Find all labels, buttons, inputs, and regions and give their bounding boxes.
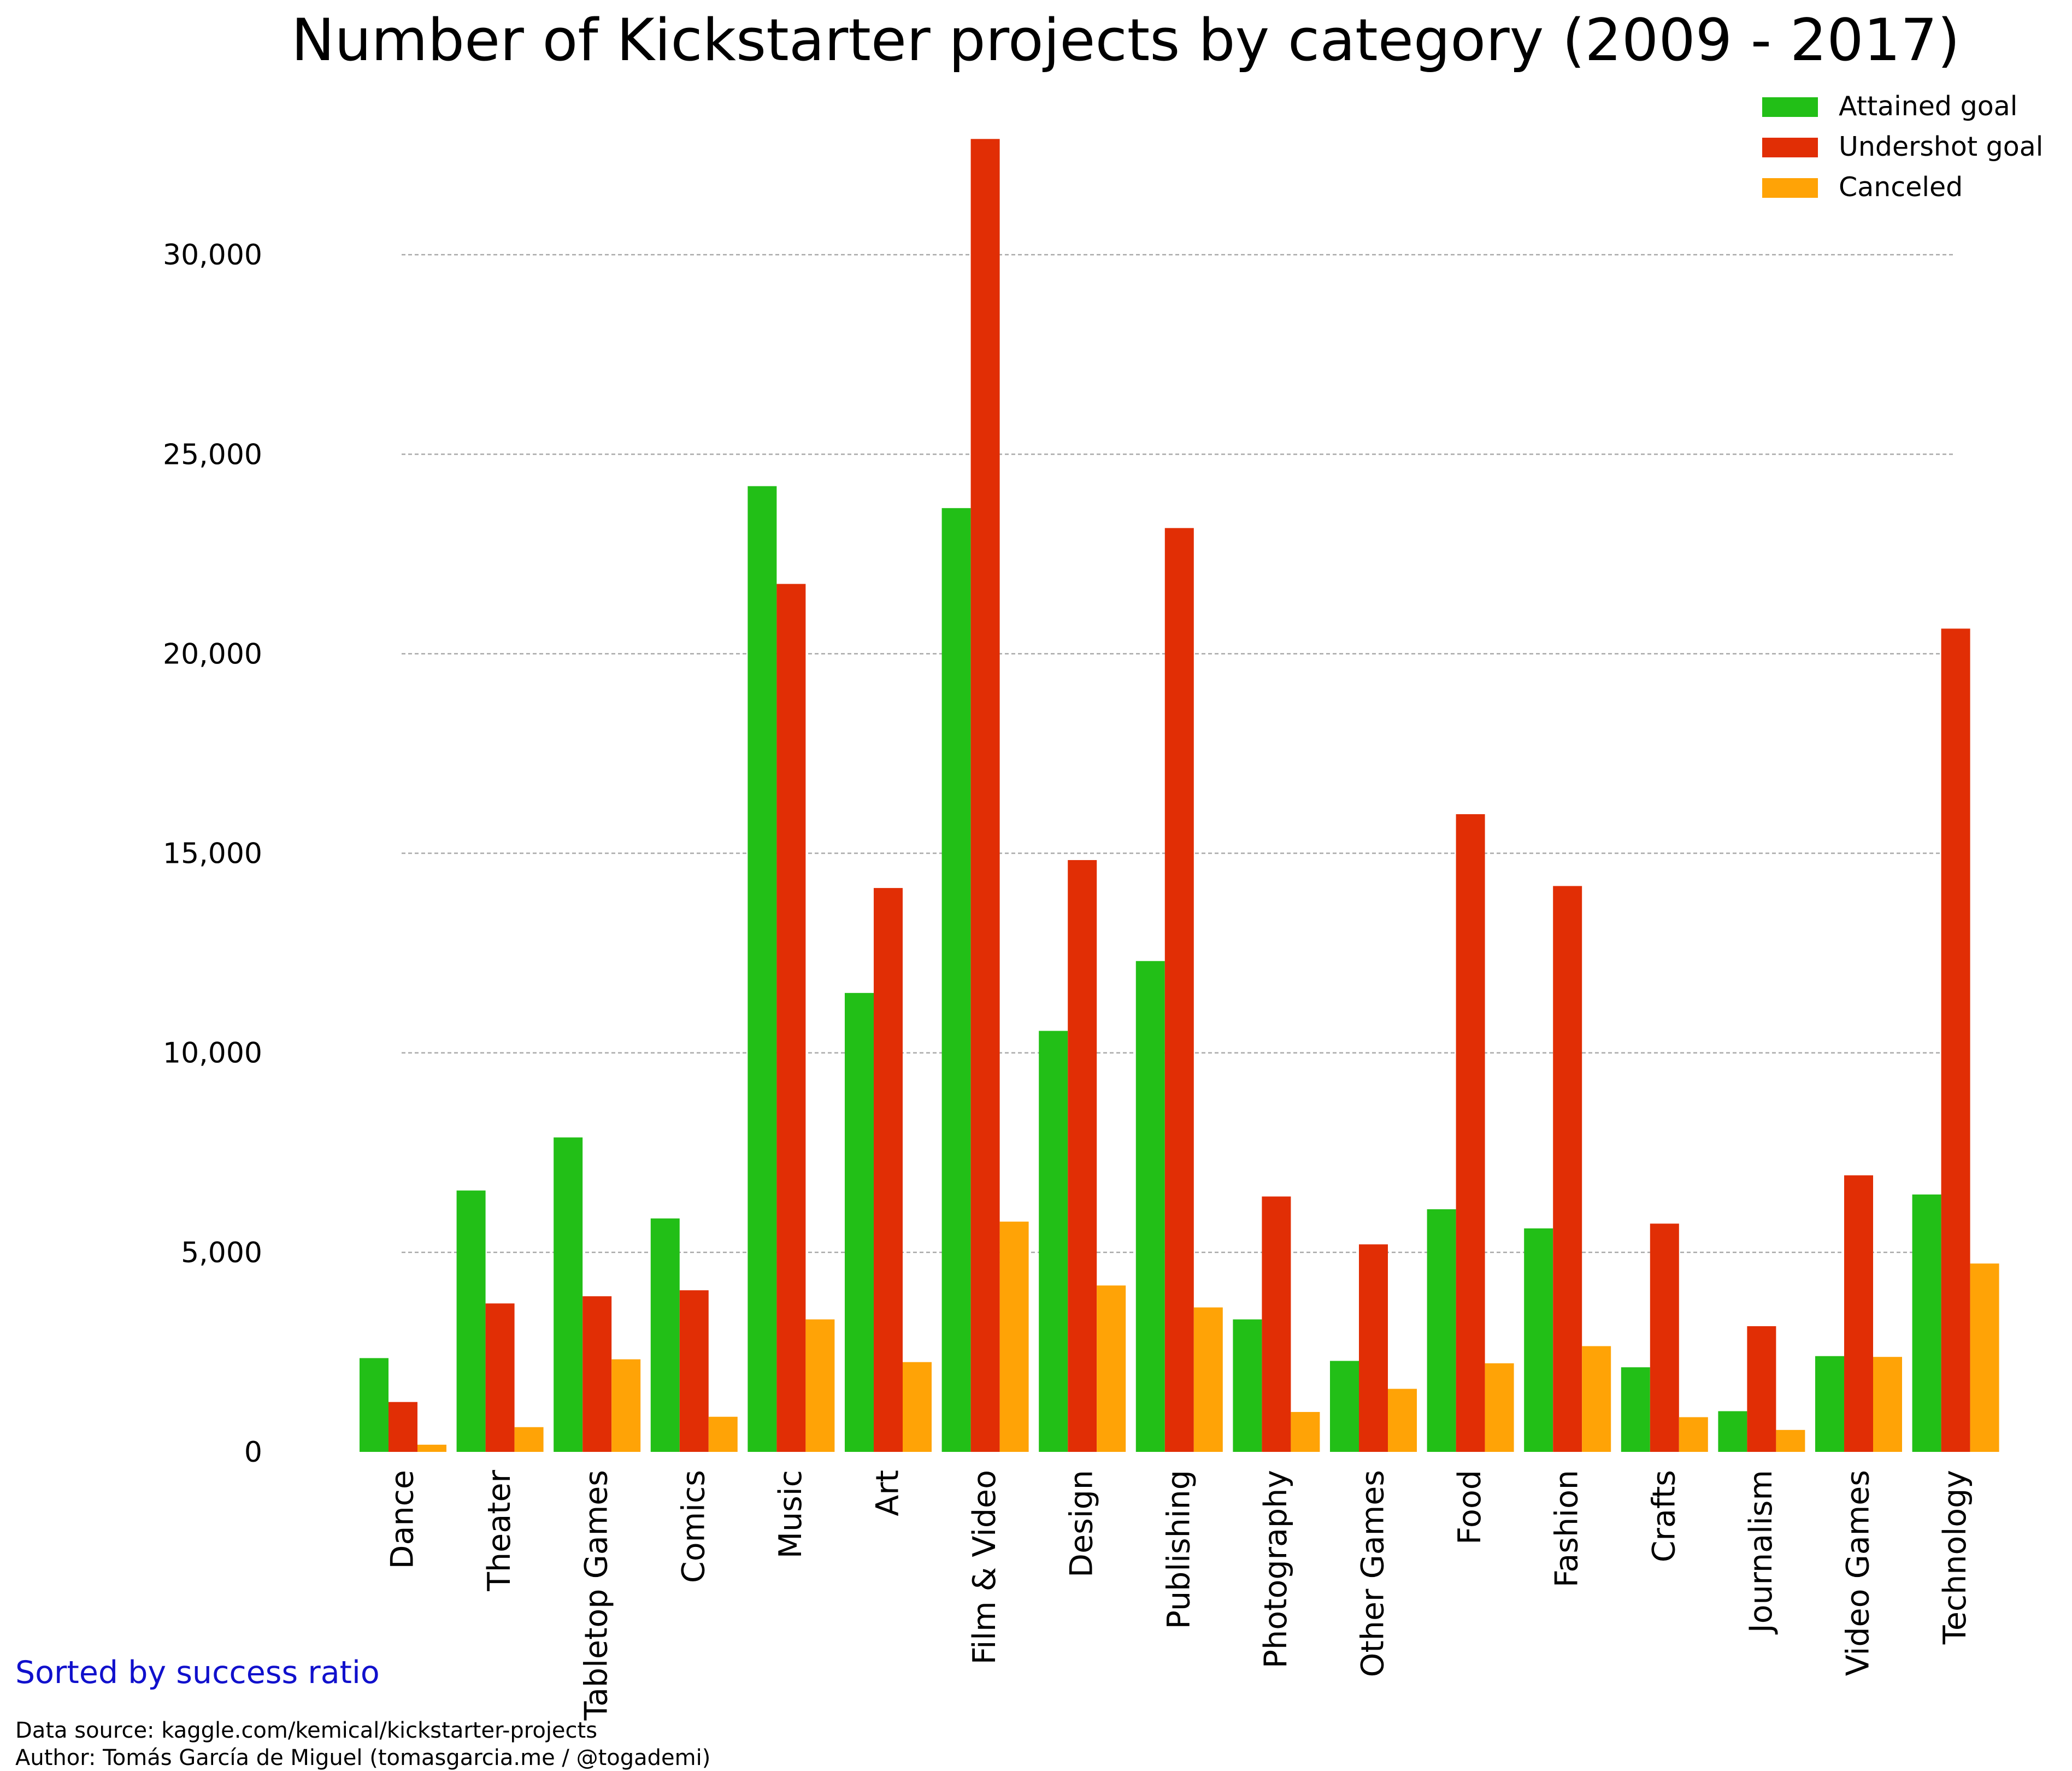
bar-fashion-canceled [1582, 1346, 1611, 1452]
legend-label-canceled: Canceled [1839, 172, 1963, 203]
bar-comics-attained-goal [650, 1218, 680, 1452]
bar-tabletop-games-attained-goal [554, 1137, 583, 1452]
x-tick-label-other-games: Other Games [1355, 1470, 1391, 1677]
bar-art-canceled [903, 1362, 932, 1452]
bar-dance-attained-goal [360, 1358, 388, 1452]
author-note: Author: Tomás García de Miguel (tomasgar… [15, 1745, 710, 1770]
bar-fashion-attained-goal [1524, 1228, 1553, 1452]
bar-photography-undershot-goal [1262, 1196, 1291, 1452]
bar-music-undershot-goal [776, 584, 806, 1452]
bar-photography-attained-goal [1233, 1319, 1262, 1452]
bar-film-and-video-canceled [999, 1221, 1029, 1452]
x-tick-label-journalism: Journalism [1743, 1470, 1779, 1634]
x-tick-label-film-and-video: Film & Video [967, 1470, 1003, 1664]
bar-video-games-attained-goal [1815, 1356, 1844, 1452]
bar-technology-canceled [1970, 1263, 1999, 1452]
x-tick-label-food: Food [1452, 1470, 1488, 1545]
bar-music-attained-goal [747, 486, 777, 1452]
bar-publishing-undershot-goal [1164, 528, 1194, 1452]
bar-theater-undershot-goal [485, 1303, 515, 1452]
bars [360, 139, 1999, 1452]
bar-comics-undershot-goal [679, 1290, 709, 1452]
x-tick-label-design: Design [1064, 1470, 1100, 1578]
x-axis-category-labels: Dance Theater Tabletop Games Comics Music Art… [385, 1469, 1974, 1721]
y-tick-label: 15,000 [163, 838, 262, 870]
y-tick-label: 0 [244, 1436, 262, 1469]
x-tick-label-music: Music [773, 1470, 809, 1558]
bar-food-undershot-goal [1456, 814, 1485, 1452]
bar-technology-attained-goal [1912, 1194, 1941, 1452]
y-tick-label: 25,000 [163, 438, 262, 471]
bar-video-games-undershot-goal [1844, 1175, 1873, 1452]
legend-swatch-undershot-goal [1762, 138, 1818, 157]
bar-dance-undershot-goal [388, 1402, 417, 1452]
bar-photography-canceled [1291, 1411, 1320, 1452]
x-tick-label-video-games: Video Games [1840, 1470, 1876, 1676]
bar-journalism-undershot-goal [1747, 1326, 1776, 1452]
bar-journalism-attained-goal [1718, 1411, 1747, 1452]
bar-comics-canceled [708, 1416, 738, 1452]
x-tick-label-technology: Technology [1937, 1470, 1973, 1645]
bar-dance-canceled [417, 1444, 446, 1452]
bar-publishing-attained-goal [1135, 961, 1165, 1452]
bar-technology-undershot-goal [1941, 628, 1970, 1452]
x-tick-label-dance: Dance [385, 1470, 421, 1569]
bar-film-and-video-undershot-goal [970, 139, 1000, 1452]
bar-other-games-attained-goal [1330, 1361, 1359, 1452]
y-tick-label: 30,000 [163, 239, 262, 272]
bar-music-canceled [805, 1319, 835, 1452]
y-axis-ticks: 0 5,000 10,000 15,000 20,000 25,000 30,000 [163, 239, 262, 1469]
bar-design-attained-goal [1039, 1031, 1068, 1452]
legend-swatch-attained-goal [1762, 97, 1818, 117]
y-tick-label: 5,000 [181, 1237, 262, 1269]
bar-tabletop-games-undershot-goal [582, 1296, 612, 1452]
x-tick-label-fashion: Fashion [1549, 1470, 1585, 1587]
bar-art-undershot-goal [874, 888, 903, 1452]
bar-crafts-canceled [1679, 1417, 1708, 1452]
x-tick-label-photography: Photography [1258, 1470, 1294, 1668]
x-tick-label-art: Art [870, 1470, 906, 1516]
bar-theater-canceled [514, 1427, 544, 1452]
bar-journalism-canceled [1776, 1429, 1805, 1452]
x-tick-label-theater: Theater [481, 1469, 517, 1591]
bar-food-attained-goal [1427, 1209, 1456, 1452]
y-tick-label: 20,000 [163, 638, 262, 670]
x-tick-label-comics: Comics [675, 1470, 711, 1583]
legend-label-undershot-goal: Undershot goal [1839, 131, 2043, 162]
bar-crafts-undershot-goal [1650, 1223, 1679, 1452]
bar-video-games-canceled [1873, 1357, 1902, 1452]
y-tick-label: 10,000 [163, 1037, 262, 1070]
chart-title: Number of Kickstarter projects by catego… [291, 7, 1960, 74]
sort-note: Sorted by success ratio [15, 1655, 380, 1691]
bar-design-canceled [1097, 1285, 1126, 1452]
bar-theater-attained-goal [456, 1190, 486, 1452]
legend-label-attained-goal: Attained goal [1839, 91, 2017, 122]
bar-tabletop-games-canceled [611, 1359, 641, 1452]
bar-other-games-undershot-goal [1359, 1244, 1388, 1452]
bar-food-canceled [1485, 1363, 1514, 1452]
legend-swatch-canceled [1762, 178, 1818, 198]
x-tick-label-crafts: Crafts [1646, 1470, 1682, 1562]
bar-fashion-undershot-goal [1553, 886, 1582, 1452]
bar-design-undershot-goal [1068, 860, 1097, 1452]
data-source-note: Data source: kaggle.com/kemical/kickstar… [15, 1718, 597, 1743]
bar-other-games-canceled [1388, 1388, 1417, 1452]
bar-art-attained-goal [845, 993, 874, 1452]
legend: Attained goal Undershot goal Canceled [1762, 91, 2043, 203]
bar-publishing-canceled [1193, 1307, 1223, 1452]
x-tick-label-publishing: Publishing [1161, 1470, 1197, 1629]
bar-crafts-attained-goal [1621, 1367, 1650, 1452]
bar-film-and-video-attained-goal [941, 508, 971, 1452]
x-tick-label-tabletop-games: Tabletop Games [579, 1470, 615, 1721]
